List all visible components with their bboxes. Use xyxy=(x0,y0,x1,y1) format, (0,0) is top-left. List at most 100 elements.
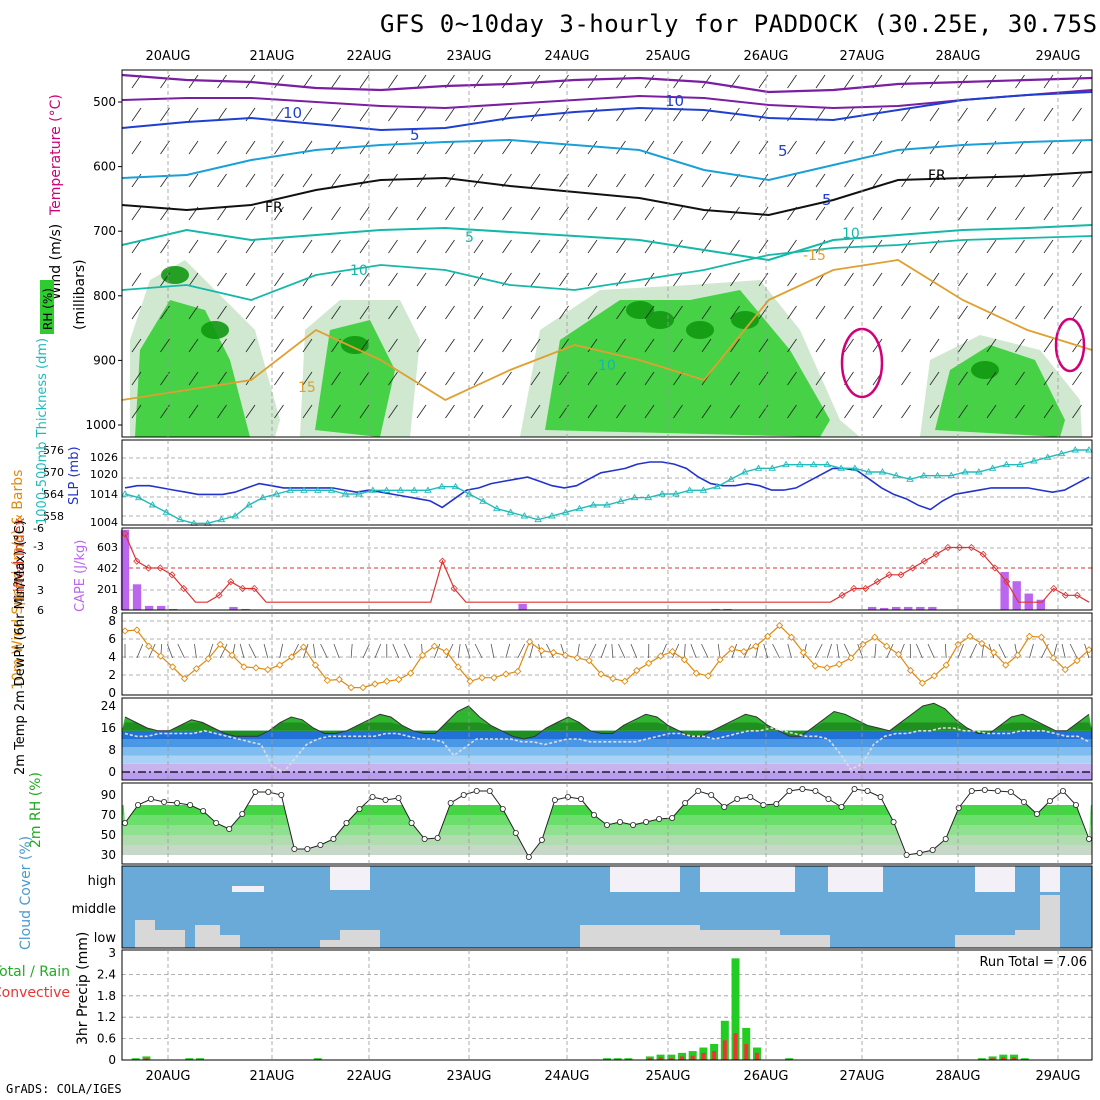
wind10-barb xyxy=(1029,643,1034,659)
wind-barb xyxy=(416,239,427,254)
wind10-point xyxy=(692,669,700,677)
temp2m-tick-label: 24 xyxy=(101,699,116,713)
wind10-barb xyxy=(1061,643,1066,659)
temp2m-tick-label: 8 xyxy=(108,743,116,757)
wind10-barb xyxy=(403,643,411,659)
precip-convective-bar xyxy=(754,1052,759,1060)
date-label-top: 29AUG xyxy=(1035,49,1080,64)
wind10-barb xyxy=(998,643,1007,659)
wind-barb xyxy=(131,107,142,122)
wind-contour-line xyxy=(121,73,1093,94)
wind10-point xyxy=(716,656,724,664)
slp-tick-label: 1026 xyxy=(90,451,118,464)
cape-axis-title: CAPE (J/kg) xyxy=(73,540,88,612)
rh-point xyxy=(773,801,780,808)
precip-total-bar xyxy=(731,958,740,1060)
wind-barb xyxy=(644,272,655,287)
thickness-point xyxy=(217,515,226,523)
cloud-tick-label: low xyxy=(94,931,117,946)
wind10-barb xyxy=(683,643,686,659)
wind10-point xyxy=(597,670,605,678)
wind-barb xyxy=(217,140,227,155)
wind10-barb xyxy=(1041,643,1049,659)
lifted-index-point xyxy=(897,571,905,579)
wind-barb xyxy=(1072,272,1082,287)
thickness-point xyxy=(437,482,446,490)
wind-barb xyxy=(616,173,626,188)
wind-barb xyxy=(844,206,854,221)
wind-barb xyxy=(901,239,911,254)
wind-barb xyxy=(587,239,598,254)
wind-barb xyxy=(302,173,313,188)
wind10-barb xyxy=(279,643,284,659)
thickness-point xyxy=(809,460,818,468)
wind-barb xyxy=(986,338,997,353)
wind-barb xyxy=(331,239,341,254)
rh-point xyxy=(656,816,663,823)
rh-point xyxy=(994,788,1001,795)
lifted-index-point xyxy=(979,550,987,558)
wind-barb xyxy=(730,206,740,221)
cloud-low-region xyxy=(340,930,380,948)
wind10-point xyxy=(264,665,272,674)
wind-barb xyxy=(929,272,940,287)
wind-barb xyxy=(815,74,826,89)
thickness-point xyxy=(644,493,653,501)
upper-air-tick-label: 800 xyxy=(93,289,116,303)
rh-point xyxy=(734,796,741,803)
wind10-barb xyxy=(239,643,245,659)
wind10-point xyxy=(133,626,141,634)
wind-barb xyxy=(416,107,427,122)
wind-barb xyxy=(929,173,940,188)
wind-barb xyxy=(616,305,626,320)
wind-barb xyxy=(502,338,512,353)
wind-barb xyxy=(815,173,826,188)
temp2m-tick-label: 16 xyxy=(101,721,116,735)
lifted-index-tick-label: -6 xyxy=(33,522,44,535)
wind10-barb xyxy=(588,643,597,659)
wind-barb xyxy=(359,272,370,287)
wind-barb xyxy=(1015,107,1025,122)
wind10-point xyxy=(621,677,629,685)
wind-barb xyxy=(758,74,769,89)
cloud-tick-label: high xyxy=(88,874,116,889)
cape-bar xyxy=(892,606,901,610)
lifted-index-tick-label: -3 xyxy=(33,540,44,553)
wind-barb xyxy=(730,338,740,353)
thickness-point xyxy=(947,471,956,479)
wind-barb xyxy=(331,305,341,320)
thickness-point xyxy=(479,497,487,504)
wind-barb xyxy=(530,206,541,221)
wind10-point xyxy=(216,640,224,649)
lifted-index-point xyxy=(1061,591,1070,599)
thickness-point xyxy=(961,468,969,475)
wind-barb xyxy=(445,404,455,419)
wind-barb xyxy=(587,305,598,320)
rh-point xyxy=(1059,788,1066,795)
wind-barb xyxy=(217,305,227,320)
wind10-point xyxy=(168,663,177,671)
rh-point xyxy=(460,792,467,799)
wind-barb xyxy=(901,74,911,89)
wind10-frame xyxy=(121,612,1093,696)
rh-point xyxy=(473,788,480,795)
wind10-barb xyxy=(263,643,269,659)
rh-core-region xyxy=(686,321,714,339)
wind10-barb xyxy=(465,643,471,659)
wind10-point xyxy=(859,640,867,649)
wind-barb xyxy=(844,404,854,419)
precip-total-bar xyxy=(785,1058,794,1060)
temperature-contour-line xyxy=(121,235,1093,301)
wind10-barb xyxy=(969,643,978,659)
wind-barb xyxy=(188,338,199,353)
cloud-low-region xyxy=(1040,895,1060,948)
wind10-point xyxy=(359,683,367,692)
lifted-index-point xyxy=(1050,584,1058,593)
cape-bar xyxy=(120,529,130,610)
rh-point xyxy=(525,854,532,861)
wind10-point xyxy=(180,674,189,683)
wind10-point xyxy=(228,651,236,659)
rh-green-region xyxy=(135,300,250,437)
wind10-point xyxy=(371,680,379,688)
wind10-tick-label: 0 xyxy=(108,686,116,700)
